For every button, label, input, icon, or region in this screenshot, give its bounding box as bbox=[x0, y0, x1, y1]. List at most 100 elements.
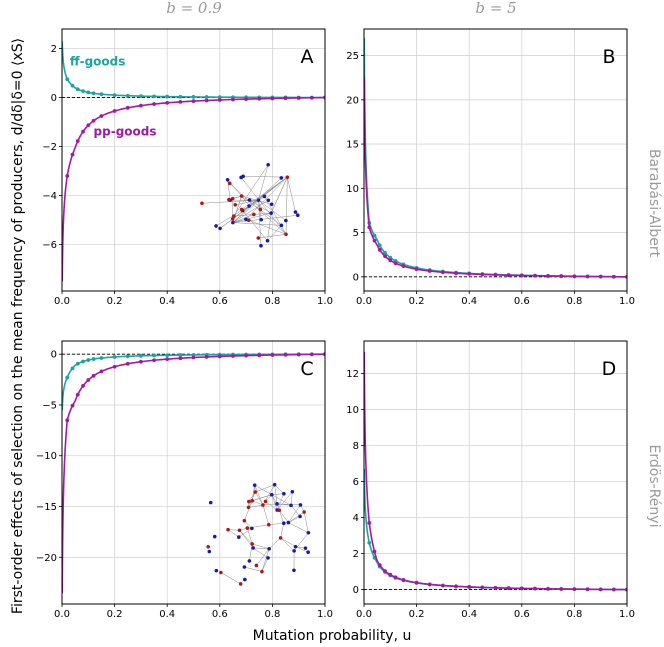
network-node bbox=[282, 491, 286, 496]
data-point-ff bbox=[99, 92, 104, 97]
network-edge bbox=[258, 199, 287, 221]
network-edge bbox=[248, 491, 256, 502]
data-point-pp bbox=[191, 99, 196, 104]
data-point-pp bbox=[393, 261, 398, 266]
data-point-pp bbox=[401, 578, 406, 582]
data-point-pp bbox=[112, 364, 117, 369]
y-tick-label: 5 bbox=[353, 228, 359, 239]
network-node bbox=[250, 542, 254, 546]
network-node bbox=[231, 220, 235, 225]
network-node bbox=[298, 514, 302, 519]
network-node bbox=[251, 546, 256, 550]
x-tick-label: 0.6 bbox=[514, 609, 530, 620]
row-title-barabasi-albert: Barabási-Albert bbox=[646, 149, 662, 258]
network-node bbox=[279, 223, 284, 228]
network-node bbox=[246, 218, 251, 223]
network-node bbox=[247, 198, 252, 202]
data-point-pp bbox=[388, 572, 393, 577]
network-node bbox=[266, 556, 270, 560]
network-edge bbox=[262, 504, 269, 525]
network-node bbox=[303, 546, 308, 550]
data-point-pp bbox=[204, 355, 209, 359]
y-tick-label: 15 bbox=[346, 140, 359, 151]
network-node bbox=[218, 226, 222, 231]
data-point-pp bbox=[81, 129, 85, 134]
data-point-pp bbox=[165, 357, 170, 362]
y-tick-label: −15 bbox=[36, 502, 57, 513]
data-point-pp bbox=[585, 274, 590, 279]
data-point-pp bbox=[611, 587, 616, 592]
network-node bbox=[231, 214, 236, 218]
network-edge bbox=[268, 522, 284, 525]
data-point-pp bbox=[231, 97, 235, 102]
network-edge bbox=[264, 196, 287, 235]
data-point-ff bbox=[383, 250, 387, 255]
network-node bbox=[247, 559, 252, 563]
data-point-pp bbox=[454, 271, 458, 276]
network-edge bbox=[265, 501, 278, 511]
data-point-pp bbox=[178, 356, 183, 361]
series-line-pp bbox=[364, 77, 627, 278]
data-point-pp bbox=[598, 587, 603, 592]
data-point-pp bbox=[296, 352, 301, 357]
data-point-ff bbox=[86, 358, 91, 362]
x-tick-label: 0.4 bbox=[461, 296, 477, 307]
data-point-pp bbox=[372, 549, 377, 554]
data-point-ff bbox=[125, 354, 130, 359]
network-edge bbox=[258, 200, 262, 246]
network-edge bbox=[245, 176, 288, 220]
data-point-ff bbox=[204, 95, 209, 99]
x-tick-label: 0.6 bbox=[212, 609, 228, 620]
data-point-ff bbox=[81, 89, 85, 94]
data-point-pp bbox=[217, 354, 222, 359]
data-point-ff bbox=[152, 353, 156, 358]
network-edge bbox=[235, 199, 259, 206]
data-point-pp bbox=[86, 378, 91, 382]
data-point-pp bbox=[178, 99, 183, 104]
network-edge bbox=[232, 200, 269, 223]
network-edge bbox=[227, 529, 239, 538]
network-node bbox=[254, 563, 259, 568]
network-node bbox=[266, 522, 271, 527]
data-point-pp bbox=[546, 274, 550, 278]
network-edge bbox=[233, 164, 269, 217]
data-point-pp bbox=[533, 273, 537, 278]
network-edge bbox=[238, 528, 253, 538]
network-edge bbox=[253, 547, 269, 559]
network-edge bbox=[252, 500, 264, 506]
data-point-pp bbox=[585, 587, 590, 592]
network-node bbox=[247, 499, 251, 504]
network-node bbox=[263, 499, 268, 504]
data-point-ff bbox=[125, 93, 130, 98]
axes-frame bbox=[363, 340, 628, 605]
data-point-pp bbox=[309, 352, 314, 357]
network-node bbox=[279, 176, 284, 180]
y-tick-label: −4 bbox=[42, 191, 57, 202]
network-edge bbox=[244, 566, 262, 572]
network-edge bbox=[258, 234, 287, 239]
network-edge bbox=[274, 484, 278, 504]
data-point-pp bbox=[65, 174, 70, 178]
network-node bbox=[233, 203, 238, 207]
network-edge bbox=[232, 222, 282, 226]
network-edge bbox=[232, 214, 298, 223]
data-point-pp bbox=[191, 355, 196, 360]
network-edge bbox=[270, 177, 288, 214]
network-node bbox=[239, 207, 244, 212]
network-edge bbox=[229, 183, 287, 235]
data-point-pp bbox=[572, 587, 577, 592]
data-point-pp bbox=[139, 359, 143, 364]
data-point-pp bbox=[270, 353, 275, 357]
network-node bbox=[267, 546, 271, 551]
data-point-ff bbox=[99, 356, 104, 360]
network-node bbox=[242, 518, 247, 523]
network-node bbox=[212, 534, 217, 539]
series-line-pp bbox=[364, 351, 627, 591]
network-node bbox=[247, 204, 251, 208]
network-node bbox=[269, 202, 274, 207]
y-tick-label: 12 bbox=[346, 369, 359, 380]
series-line-pp bbox=[62, 353, 325, 593]
network-node bbox=[306, 530, 311, 535]
x-tick-label: 0.2 bbox=[107, 609, 123, 620]
network-node bbox=[206, 544, 210, 549]
